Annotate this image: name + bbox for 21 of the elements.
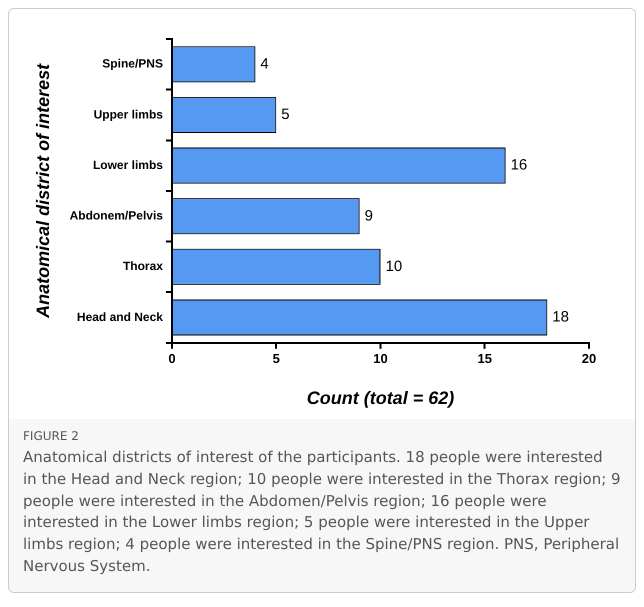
data-label: 16: [510, 156, 528, 174]
y-tick-label: Upper limbs: [94, 107, 164, 122]
y-axis-title: Anatomical district of interest: [32, 62, 53, 319]
x-tick-label: 15: [478, 351, 492, 366]
y-tick-label: Spine/PNS: [102, 56, 163, 71]
data-label: 9: [364, 207, 373, 224]
data-label: 5: [281, 106, 290, 124]
data-label: 10: [385, 258, 402, 275]
y-tick-label: Abdonem/Pelvis: [70, 208, 164, 223]
y-tick-label: Head and Neck: [76, 310, 164, 324]
data-label: 4: [260, 55, 269, 72]
x-tick-label: 0: [168, 351, 176, 366]
x-tick-label: 20: [582, 351, 596, 366]
data-label: 18: [552, 308, 569, 326]
caption: FIGURE 2: [23, 429, 80, 443]
y-tick-label: Lower limbs: [92, 158, 164, 172]
x-axis-title: Count (total = 62): [306, 388, 454, 408]
x-tick-label: 10: [373, 351, 388, 366]
x-tick-label: 5: [272, 351, 280, 366]
text: Anatomical districts of interest of the participants. 18 people were interested in the Head and Neck region; 10 people were interested in the Thorax region; 9 people were interested in the Abdomen/Pelvis region; 16 people were interested in the Lower limbs region; 5 people were interested in the Upper limbs region; 4 people were interested in the Spine/PNS region. PNS, Peripheral Nervous System.: [23, 447, 621, 577]
y-tick-label: Thorax: [122, 259, 164, 274]
